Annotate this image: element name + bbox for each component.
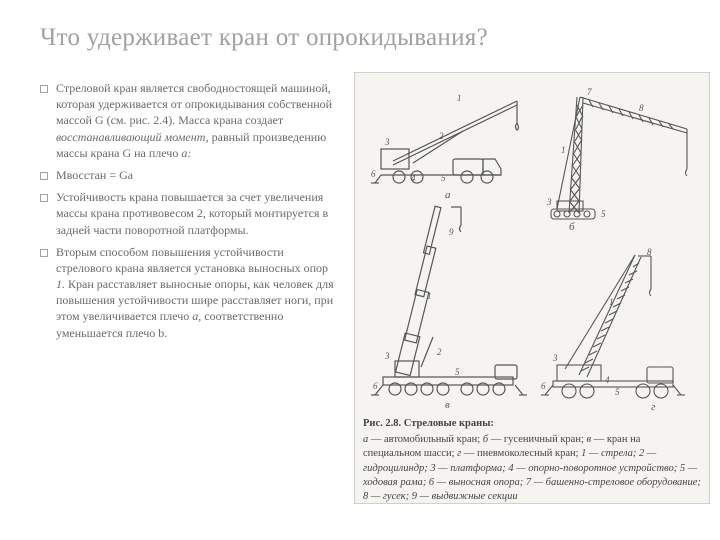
- b1-em2: a:: [181, 146, 191, 160]
- svg-text:3: 3: [384, 351, 390, 361]
- svg-text:5: 5: [455, 367, 460, 377]
- svg-text:5: 5: [601, 209, 606, 219]
- b4-em2: a,: [192, 309, 201, 323]
- figure-column: 1 2 3 4 5 6 а: [352, 80, 680, 347]
- content-row: Стреловой кран является свободностоящей …: [40, 80, 680, 347]
- panel-label-v: в: [445, 399, 450, 411]
- svg-text:8: 8: [639, 103, 644, 113]
- svg-text:1: 1: [561, 145, 566, 155]
- b4-pre: Вторым способом повышения устойчивости с…: [56, 245, 328, 275]
- crane-panel-b: 7 8 1 3 5 б: [539, 83, 699, 231]
- b1-pre: Стреловой кран является свободностоящей …: [56, 81, 332, 127]
- b2-text: Mвосстан = Ga: [56, 168, 133, 182]
- b3-text: Устойчивость крана повышается за счет ув…: [56, 190, 328, 236]
- crane-panel-g: 1 8 3 4 5 6 г: [539, 245, 699, 401]
- bullet-1: Стреловой кран является свободностоящей …: [40, 80, 340, 161]
- svg-text:7: 7: [587, 87, 592, 97]
- svg-text:6: 6: [541, 381, 546, 391]
- svg-text:3: 3: [552, 353, 558, 363]
- bullet-2: Mвосстан = Ga: [40, 167, 340, 183]
- slide: Что удерживает кран от опрокидывания? Ст…: [0, 0, 720, 540]
- svg-text:5: 5: [615, 387, 620, 397]
- slide-title: Что удерживает кран от опрокидывания?: [40, 24, 680, 52]
- svg-text:1: 1: [457, 93, 462, 103]
- svg-text:4: 4: [411, 173, 416, 183]
- b1-em: восстанавливающий момент,: [56, 130, 209, 144]
- caption-title: Рис. 2.8. Стреловые краны:: [363, 417, 701, 431]
- svg-text:8: 8: [647, 247, 652, 257]
- cap-a-txt: — автомобильный кран;: [368, 434, 483, 445]
- svg-text:2: 2: [439, 131, 444, 141]
- svg-text:3: 3: [384, 137, 390, 147]
- bullet-list: Стреловой кран является свободностоящей …: [40, 80, 340, 341]
- crane-panel-v: 9 1 2 3 5 6 в: [367, 199, 531, 399]
- bullet-3: Устойчивость крана повышается за счет ув…: [40, 189, 340, 238]
- cap-g-txt: — пневмоколесный кран;: [461, 448, 581, 459]
- caption-legend: а — автомобильный кран; б — гусеничный к…: [363, 433, 701, 504]
- cap-b-txt: — гусеничный кран;: [488, 434, 586, 445]
- svg-text:9: 9: [449, 227, 454, 237]
- svg-text:2: 2: [437, 347, 442, 357]
- svg-text:6: 6: [373, 381, 378, 391]
- svg-text:6: 6: [371, 169, 376, 179]
- figure-grid: 1 2 3 4 5 6 а: [363, 81, 701, 411]
- svg-text:1: 1: [427, 291, 432, 301]
- text-column: Стреловой кран является свободностоящей …: [40, 80, 340, 347]
- b4-em: 1.: [56, 277, 65, 291]
- figure-box: 1 2 3 4 5 6 а: [354, 72, 710, 504]
- svg-text:4: 4: [605, 375, 610, 385]
- svg-text:5: 5: [441, 173, 446, 183]
- svg-text:1: 1: [609, 297, 614, 307]
- svg-text:3: 3: [546, 197, 552, 207]
- figure-caption: Рис. 2.8. Стреловые краны: а — автомобил…: [363, 417, 701, 504]
- bullet-4: Вторым способом повышения устойчивости с…: [40, 244, 340, 341]
- panel-label-b: б: [569, 221, 575, 233]
- panel-label-g: г: [651, 401, 655, 413]
- crane-panel-a: 1 2 3 4 5 6 а: [367, 83, 531, 187]
